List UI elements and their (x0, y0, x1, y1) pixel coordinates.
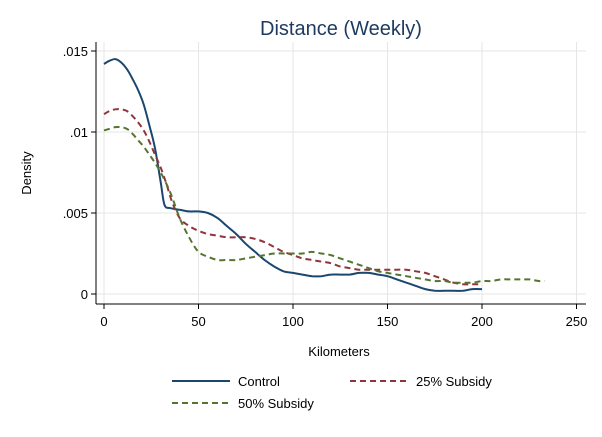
x-tick-label: 200 (471, 314, 493, 329)
x-tick-label: 100 (282, 314, 304, 329)
x-tick-label: 50 (191, 314, 205, 329)
series-line-25pct-subsidy (103, 108, 482, 286)
x-tick-label: 250 (566, 314, 588, 329)
y-tick-label: .015 (63, 44, 88, 59)
legend-label-25pct-subsidy: 25% Subsidy (416, 374, 492, 389)
series-line-50pct-subsidy (103, 125, 545, 284)
y-tick-label: 0 (81, 287, 88, 302)
y-tick-label: .005 (63, 206, 88, 221)
series-layer (103, 58, 545, 292)
x-tick-label: 0 (100, 314, 107, 329)
legend: Control 25% Subsidy 50% Subsidy (172, 374, 492, 411)
x-tick-label: 150 (377, 314, 399, 329)
x-axis-label: Kilometers (308, 344, 370, 359)
y-tick-label: .01 (70, 125, 88, 140)
grid-layer (96, 42, 586, 304)
chart-title: Distance (Weekly) (260, 18, 422, 40)
tick-layer: 0 50 100 150 200 250 0 .005 .01 .015 (63, 44, 588, 329)
y-axis-label: Density (19, 151, 34, 195)
legend-label-50pct-subsidy: 50% Subsidy (238, 396, 314, 411)
legend-label-control: Control (238, 374, 280, 389)
series-line-control (103, 58, 483, 292)
